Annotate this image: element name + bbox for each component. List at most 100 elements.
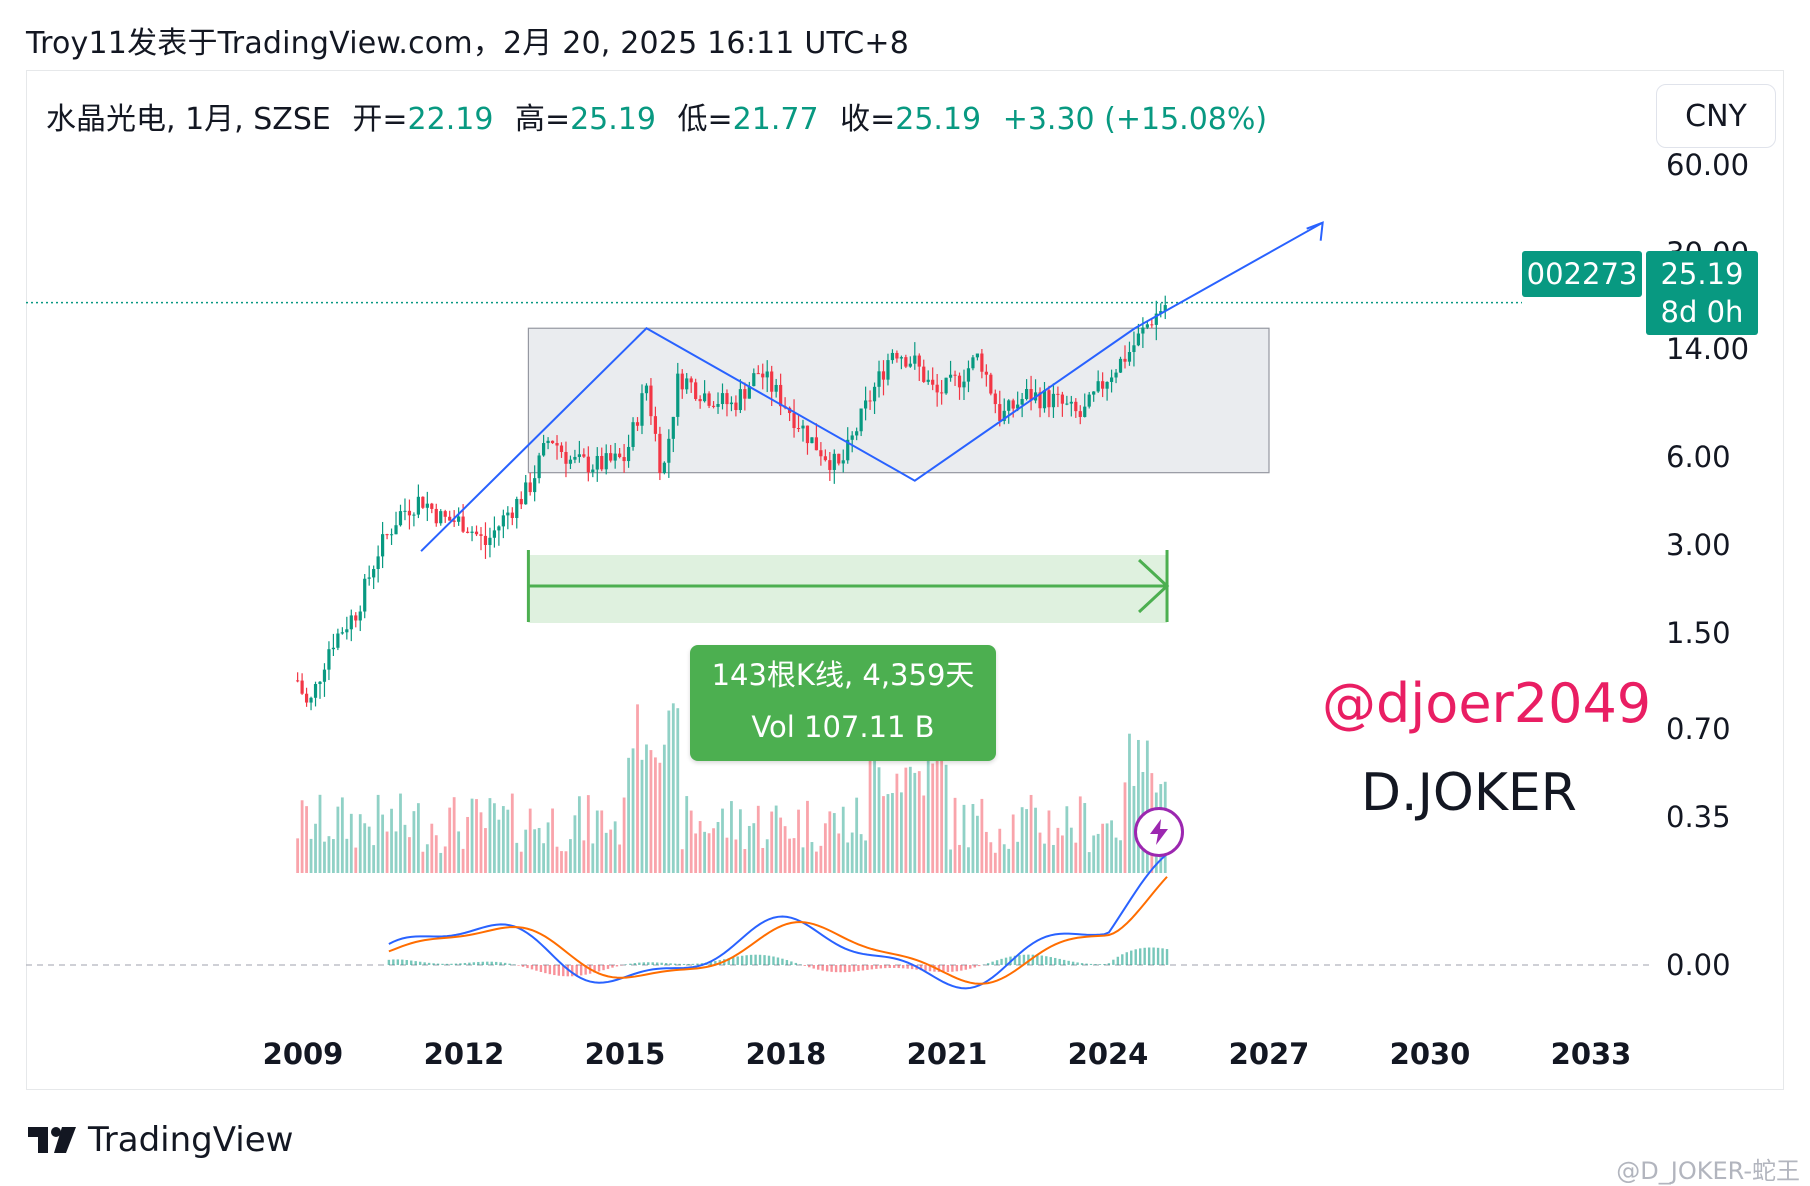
volume-bar xyxy=(1030,795,1033,873)
candle-body xyxy=(976,354,979,358)
candle-body xyxy=(372,569,375,577)
macd-histogram-bar xyxy=(830,965,832,972)
macd-histogram-bar xyxy=(763,955,765,965)
candle-body xyxy=(891,353,894,360)
volume-bar xyxy=(1016,842,1019,873)
macd-histogram-bar xyxy=(397,959,399,965)
candle-body xyxy=(636,422,639,426)
candle-body xyxy=(502,515,505,526)
macd-histogram-bar xyxy=(889,965,891,968)
macd-histogram-bar xyxy=(549,965,551,974)
macd-histogram-bar xyxy=(602,965,604,970)
candle-body xyxy=(484,536,487,545)
macd-histogram-bar xyxy=(1041,956,1043,965)
candle-body xyxy=(703,393,706,401)
volume-bar xyxy=(1088,852,1091,873)
macd-histogram-bar xyxy=(1045,956,1047,965)
candle-body xyxy=(515,499,518,518)
volume-bar xyxy=(712,828,715,873)
candle-body xyxy=(815,437,818,450)
volume-bar xyxy=(538,828,541,873)
candle-body xyxy=(649,386,652,417)
volume-bar xyxy=(332,839,335,873)
macd-histogram-bar xyxy=(737,956,739,965)
volume-bar xyxy=(980,799,983,873)
candle-body xyxy=(909,364,912,367)
lightning-icon[interactable] xyxy=(1134,807,1184,857)
candle-body xyxy=(591,470,594,473)
macd-histogram-bar xyxy=(1161,948,1163,965)
volume-bar xyxy=(457,831,460,873)
volume-bar xyxy=(381,815,384,873)
macd-histogram-bar xyxy=(517,965,519,966)
volume-bar xyxy=(1070,828,1073,873)
candle-body xyxy=(842,460,845,463)
volume-bar xyxy=(802,847,805,873)
macd-histogram-bar xyxy=(1143,948,1145,965)
y-tick-1-5: 1.50 xyxy=(1666,616,1731,650)
volume-bar xyxy=(846,842,849,873)
candle-body xyxy=(1074,402,1077,411)
candle-body xyxy=(385,534,388,535)
candle-body xyxy=(350,615,353,629)
volume-bar xyxy=(506,810,509,873)
volume-bar xyxy=(533,829,536,873)
volume-bar xyxy=(605,833,608,873)
candle-body xyxy=(462,517,465,532)
volume-bar xyxy=(636,704,639,873)
macd-histogram-bar xyxy=(580,965,582,975)
macd-histogram-bar xyxy=(902,965,904,968)
volume-bar xyxy=(922,796,925,873)
macd-histogram-bar xyxy=(965,965,967,970)
macd-histogram-bar xyxy=(625,964,627,965)
volume-bar xyxy=(672,703,675,873)
macd-histogram-bar xyxy=(504,963,506,965)
candle-body xyxy=(663,463,666,473)
macd-histogram-bar xyxy=(768,956,770,965)
macd-histogram-bar xyxy=(660,963,662,965)
volume-bar xyxy=(368,827,371,873)
macd-histogram-bar xyxy=(898,965,900,968)
macd-histogram-bar xyxy=(450,964,452,965)
macd-histogram-bar xyxy=(388,960,390,965)
macd-histogram-bar xyxy=(848,965,850,972)
volume-bar xyxy=(1101,824,1104,873)
volume-bar xyxy=(1048,810,1051,873)
candle-body xyxy=(1052,394,1055,407)
volume-bar xyxy=(426,844,429,873)
macd-histogram-bar xyxy=(486,962,488,965)
volume-bar xyxy=(627,758,630,873)
volume-bar xyxy=(596,811,599,873)
volume-bar xyxy=(578,796,581,873)
volume-bar xyxy=(878,767,881,873)
candle-body xyxy=(721,393,724,404)
volume-bar xyxy=(779,818,782,873)
candle-body xyxy=(1119,359,1122,373)
tradingview-logo[interactable]: TradingView xyxy=(26,1120,293,1160)
volume-bar xyxy=(1115,838,1118,873)
x-tick-2018: 2018 xyxy=(746,1037,827,1071)
macd-histogram-bar xyxy=(875,965,877,969)
volume-bar xyxy=(699,821,702,873)
macd-histogram-bar xyxy=(665,963,667,965)
volume-bar xyxy=(511,794,514,873)
candle-body xyxy=(1047,390,1050,407)
macd-histogram-bar xyxy=(468,963,470,965)
volume-bar xyxy=(864,840,867,873)
volume-bar xyxy=(574,815,577,873)
trend-arrow-head xyxy=(1307,223,1323,241)
volume-bar xyxy=(614,821,617,873)
candle-body xyxy=(1007,400,1010,410)
volume-bar xyxy=(408,837,411,873)
volume-bar xyxy=(359,814,362,873)
volume-bar xyxy=(963,805,966,873)
volume-bar xyxy=(1012,814,1015,873)
macd-histogram-bar xyxy=(652,962,654,965)
candle-body xyxy=(529,482,532,492)
candle-body xyxy=(989,375,992,394)
candle-body xyxy=(681,374,684,390)
macd-histogram-bar xyxy=(692,964,694,965)
volume-bar xyxy=(721,809,724,873)
candle-body xyxy=(913,356,916,364)
